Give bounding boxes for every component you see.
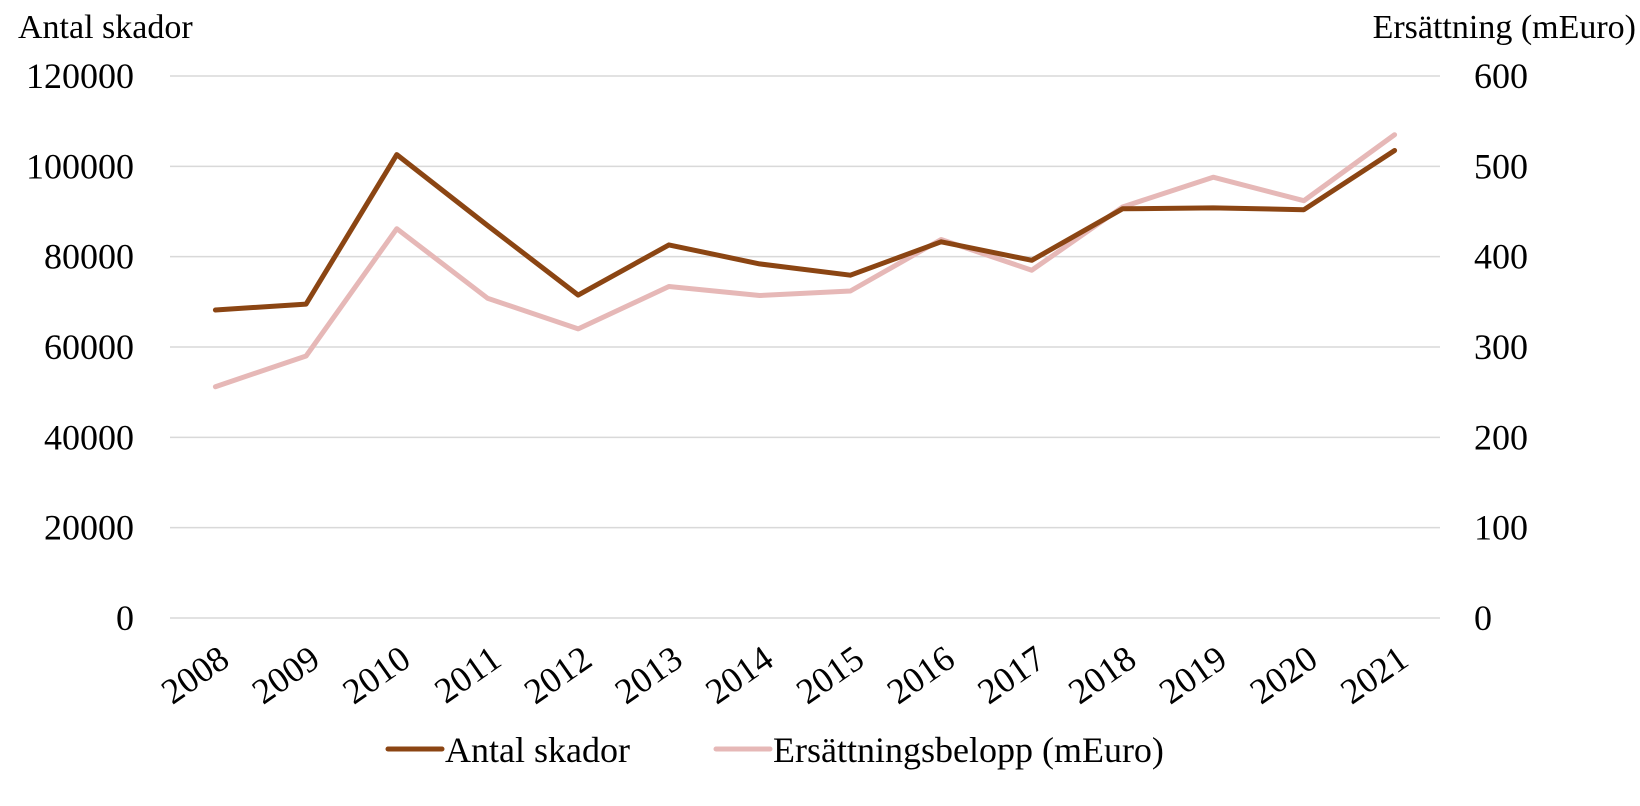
right-tick-label: 300 [1474,327,1528,367]
right-tick-label: 500 [1474,146,1528,186]
gridlines [170,75,1440,619]
series-lines [212,132,1398,390]
x-tick-label: 2013 [608,638,690,712]
right-tick-label: 0 [1474,598,1492,638]
x-tick-label: 2021 [1333,638,1415,712]
x-tick-label: 2011 [427,638,508,711]
x-tick-label: 2019 [1152,638,1234,712]
left-tick-label: 120000 [26,56,134,96]
right-tick-label: 200 [1474,417,1528,457]
right-axis-title: Ersättning (mEuro) [1373,9,1636,46]
left-tick-label: 20000 [44,508,134,548]
x-tick-label: 2010 [335,638,417,712]
x-tick-label: 2009 [245,638,327,712]
x-tick-label: 2015 [789,638,871,712]
left-tick-label: 100000 [26,146,134,186]
left-tick-label: 40000 [44,417,134,457]
left-tick-label: 0 [116,598,134,638]
series-line-ersattningsbelopp [212,132,1398,390]
x-tick-label: 2012 [517,638,599,712]
left-axis-title: Antal skador [18,9,193,46]
legend: Antal skador Ersättningsbelopp (mEuro) [385,730,1164,770]
x-axis-ticks: 2008 2009 2010 2011 2012 2013 2014 2015 2016 2017… [154,638,1415,712]
x-tick-label: 2020 [1243,638,1325,712]
legend-label-antal-skador: Antal skador [445,730,630,770]
x-tick-label: 2018 [1061,638,1143,712]
right-tick-label: 100 [1474,508,1528,548]
x-tick-label: 2016 [880,638,962,712]
legend-label-ersattningsbelopp: Ersättningsbelopp (mEuro) [773,730,1164,770]
right-tick-label: 600 [1474,56,1528,96]
right-axis-ticks: 0 100 200 300 400 500 600 [1474,56,1528,638]
x-tick-label: 2017 [970,638,1052,712]
left-tick-label: 80000 [44,237,134,277]
left-tick-label: 60000 [44,327,134,367]
x-tick-label: 2008 [154,638,236,712]
left-axis-ticks: 0 20000 40000 60000 80000 100000 120000 [26,56,134,638]
right-tick-label: 400 [1474,237,1528,277]
x-tick-label: 2014 [698,638,780,712]
series-line-antal-skador [212,148,1398,313]
